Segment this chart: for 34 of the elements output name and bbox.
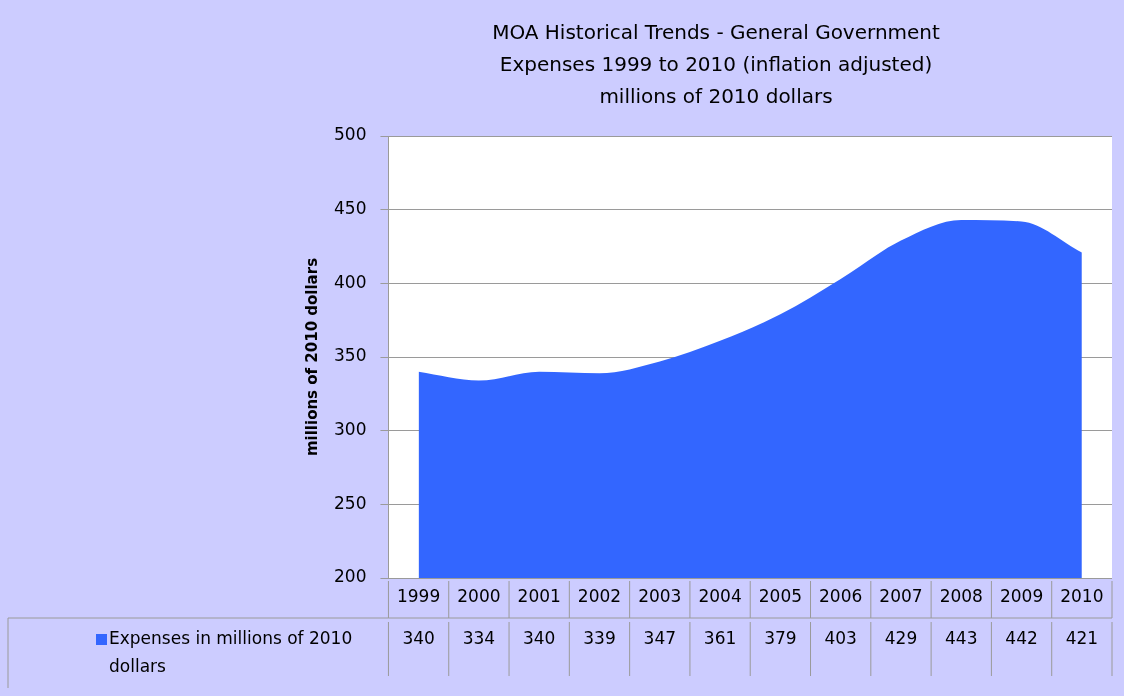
y-tick-label: 200 — [333, 566, 367, 587]
y-tick-label: 250 — [333, 492, 367, 513]
x-tick-label: 2008 — [939, 586, 983, 607]
y-tick-label: 350 — [333, 345, 367, 366]
x-tick-label: 1999 — [396, 586, 441, 607]
data-label: 339 — [583, 628, 616, 649]
chart-title: MOA Historical Trends - General Government Expenses 1999 to 2010 (inflation adjusted) millions of 2010 dollars — [492, 20, 941, 109]
x-tick-label: 2010 — [1060, 586, 1104, 607]
x-tick-label: 2000 — [457, 586, 501, 607]
y-tick-label: 450 — [333, 198, 367, 219]
x-tick-label: 2003 — [638, 586, 682, 607]
data-label: 340 — [402, 628, 435, 649]
data-label: 379 — [764, 628, 797, 649]
y-axis-title: millions of 2010 dollars — [303, 257, 322, 457]
x-tick-label: 2009 — [999, 586, 1044, 607]
x-tick-label: 2002 — [577, 586, 622, 607]
x-tick-label: 2005 — [758, 586, 802, 607]
data-label: 361 — [703, 628, 737, 649]
data-label: 421 — [1065, 628, 1099, 649]
data-label: 403 — [824, 628, 857, 649]
x-tick-label: 2004 — [698, 586, 742, 607]
y-tick-label: 500 — [333, 124, 367, 145]
y-tick-label: 300 — [333, 419, 367, 440]
x-tick-label: 2007 — [879, 586, 923, 607]
x-tick-label: 2006 — [819, 586, 863, 607]
x-tick-label: 2001 — [517, 586, 561, 607]
data-label: 429 — [884, 628, 918, 649]
data-label: 443 — [945, 628, 978, 649]
data-label: 340 — [522, 628, 556, 649]
data-label: 334 — [462, 628, 496, 649]
data-label: 347 — [643, 628, 677, 649]
y-tick-label: 400 — [333, 271, 367, 292]
legend-label: Expenses in millions of 2010 dollars — [109, 628, 353, 677]
data-label: 442 — [1005, 628, 1038, 649]
